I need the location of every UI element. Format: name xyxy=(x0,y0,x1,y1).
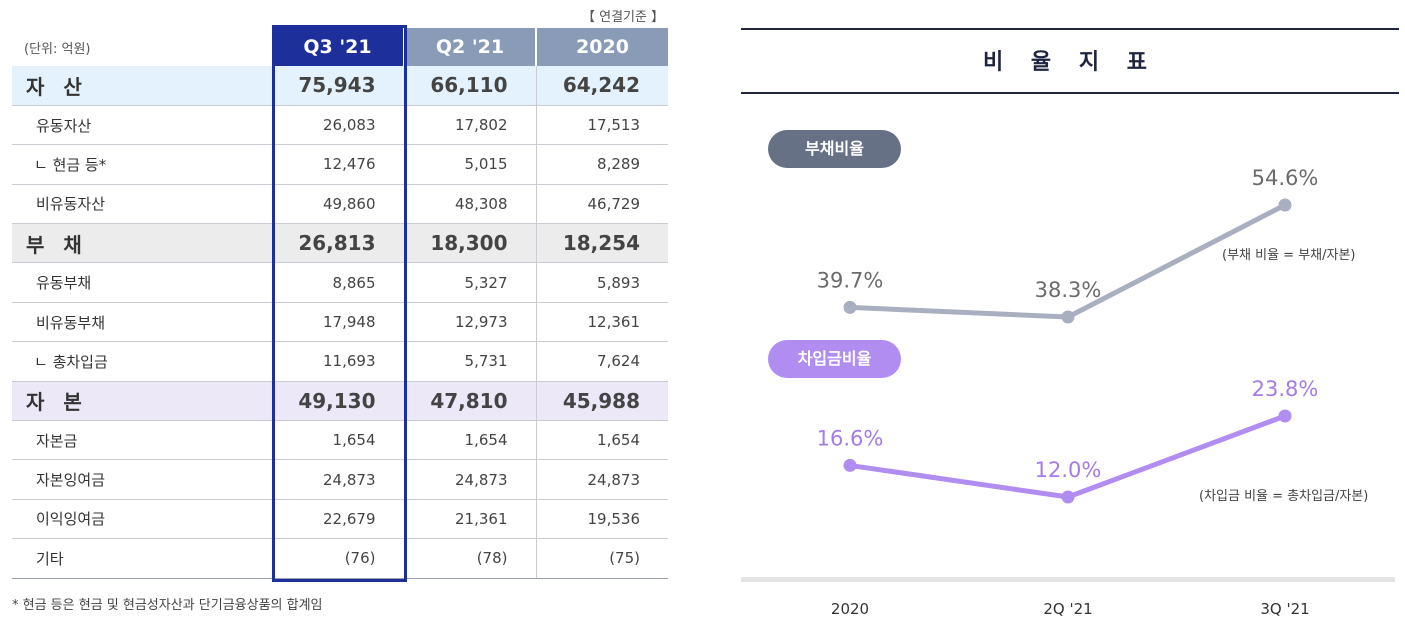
table-section-row: 자 본 49,130 47,810 45,988 xyxy=(12,381,668,422)
cell-q2-21: 17,802 xyxy=(403,105,536,146)
row-label: 자 본 xyxy=(12,381,272,422)
table-row: 자본잉여금 24,873 24,873 24,873 xyxy=(12,459,668,500)
consolidated-basis-note: 【 연결기준 】 xyxy=(582,10,665,25)
cell-q3-21: (76) xyxy=(271,538,404,579)
cell-2020: 19,536 xyxy=(535,499,668,540)
table-row: ㄴ 총차입금 11,693 5,731 7,624 xyxy=(12,341,668,382)
table-row: 유동부채 8,865 5,327 5,893 xyxy=(12,262,668,303)
cell-q2-21: 24,873 xyxy=(403,459,536,500)
cell-q2-21: 21,361 xyxy=(403,499,536,540)
row-label: 비유동자산 xyxy=(12,184,272,225)
panel-top-rule xyxy=(741,28,1399,30)
cell-q3-21: 49,130 xyxy=(271,381,404,422)
data-label-s0-0: 39.7% xyxy=(817,268,884,292)
cell-2020: 45,988 xyxy=(535,381,668,422)
data-label-s1-2: 23.8% xyxy=(1252,377,1319,401)
cell-q2-21: 5,327 xyxy=(403,262,536,303)
data-point-s1-2 xyxy=(1278,409,1292,423)
borrowing-ratio-formula: (차입금 비율 = 총차입금/자본) xyxy=(1199,489,1369,504)
cell-2020: 24,873 xyxy=(535,459,668,500)
cell-q2-21: 47,810 xyxy=(403,381,536,422)
ratio-panel-title: 비 율 지 표 xyxy=(983,50,1157,75)
row-label: ㄴ 현금 등* xyxy=(12,144,272,185)
data-point-s0-1 xyxy=(1061,310,1075,324)
cell-q2-21: 5,731 xyxy=(403,341,536,382)
unit-note: (단위: 억원) xyxy=(24,42,91,57)
borrowing-ratio-badge: 차입금비율 xyxy=(768,340,901,378)
table-body: 자 산 75,943 66,110 64,242 유동자산 26,083 17,802 17,… xyxy=(12,66,668,579)
cell-2020: 12,361 xyxy=(535,302,668,343)
balance-sheet-table: Q3 '21 Q2 '21 2020 자 산 75,943 66,110 64,242… xyxy=(12,28,668,579)
cell-q2-21: 66,110 xyxy=(403,66,536,106)
cell-q3-21: 49,860 xyxy=(271,184,404,225)
table-row: 비유동부채 17,948 12,973 12,361 xyxy=(12,302,668,343)
data-label-s1-1: 12.0% xyxy=(1035,458,1102,482)
cell-2020: 7,624 xyxy=(535,341,668,382)
table-row: ㄴ 현금 등* 12,476 5,015 8,289 xyxy=(12,144,668,185)
data-label-s0-2: 54.6% xyxy=(1252,166,1319,190)
x-tick-label-2: 3Q '21 xyxy=(1260,600,1309,618)
row-label: ㄴ 총차입금 xyxy=(12,341,272,382)
table-row: 비유동자산 49,860 48,308 46,729 xyxy=(12,184,668,225)
data-point-s1-0 xyxy=(843,458,857,472)
table-row: 기타 (76) (78) (75) xyxy=(12,538,668,579)
debt-ratio-formula: (부채 비율 = 부채/자본) xyxy=(1222,248,1356,263)
data-point-s0-0 xyxy=(843,300,857,314)
cell-2020: 17,513 xyxy=(535,105,668,146)
cell-2020: 5,893 xyxy=(535,262,668,303)
table-row: 유동자산 26,083 17,802 17,513 xyxy=(12,105,668,146)
row-label: 자본잉여금 xyxy=(12,459,272,500)
row-label: 자 산 xyxy=(12,66,272,106)
cell-q3-21: 12,476 xyxy=(271,144,404,185)
row-label: 유동부채 xyxy=(12,262,272,303)
table-row: 자본금 1,654 1,654 1,654 xyxy=(12,420,668,461)
cell-2020: 18,254 xyxy=(535,223,668,264)
cell-2020: (75) xyxy=(535,538,668,579)
x-tick-label-0: 2020 xyxy=(831,600,869,618)
series-line-1 xyxy=(849,413,1286,500)
x-tick-label-1: 2Q '21 xyxy=(1043,600,1092,618)
table-row: 이익잉여금 22,679 21,361 19,536 xyxy=(12,499,668,540)
cell-2020: 8,289 xyxy=(535,144,668,185)
data-label-s0-1: 38.3% xyxy=(1035,278,1102,302)
row-label: 유동자산 xyxy=(12,105,272,146)
table-section-row: 부 채 26,813 18,300 18,254 xyxy=(12,223,668,264)
column-header-2020: 2020 xyxy=(535,28,668,66)
cell-q3-21: 24,873 xyxy=(271,459,404,500)
data-label-s1-0: 16.6% xyxy=(817,426,884,450)
cell-q3-21: 1,654 xyxy=(271,420,404,461)
cell-2020: 46,729 xyxy=(535,184,668,225)
cell-q3-21: 26,813 xyxy=(271,223,404,264)
row-label: 부 채 xyxy=(12,223,272,264)
data-point-s1-1 xyxy=(1061,490,1075,504)
column-header-q3-21: Q3 '21 xyxy=(272,28,404,66)
cell-q3-21: 22,679 xyxy=(271,499,404,540)
cell-2020: 64,242 xyxy=(535,66,668,106)
row-label: 자본금 xyxy=(12,420,272,461)
cell-q3-21: 11,693 xyxy=(271,341,404,382)
cell-q2-21: 18,300 xyxy=(403,223,536,264)
cell-q2-21: 12,973 xyxy=(403,302,536,343)
cell-q2-21: 5,015 xyxy=(403,144,536,185)
cell-q2-21: 1,654 xyxy=(403,420,536,461)
table-section-row: 자 산 75,943 66,110 64,242 xyxy=(12,66,668,106)
row-label: 기타 xyxy=(12,538,272,579)
cell-2020: 1,654 xyxy=(535,420,668,461)
debt-ratio-badge: 부채비율 xyxy=(768,130,901,168)
panel-title-rule xyxy=(741,92,1399,94)
row-label: 비유동부채 xyxy=(12,302,272,343)
data-point-s0-2 xyxy=(1278,198,1292,212)
cell-q2-21: (78) xyxy=(403,538,536,579)
cell-q3-21: 75,943 xyxy=(271,66,404,106)
row-label: 이익잉여금 xyxy=(12,499,272,540)
x-axis-baseline xyxy=(741,577,1395,582)
cell-q2-21: 48,308 xyxy=(403,184,536,225)
cell-q3-21: 26,083 xyxy=(271,105,404,146)
cash-footnote: * 현금 등은 현금 및 현금성자산과 단기금융상품의 합계임 xyxy=(12,598,323,613)
